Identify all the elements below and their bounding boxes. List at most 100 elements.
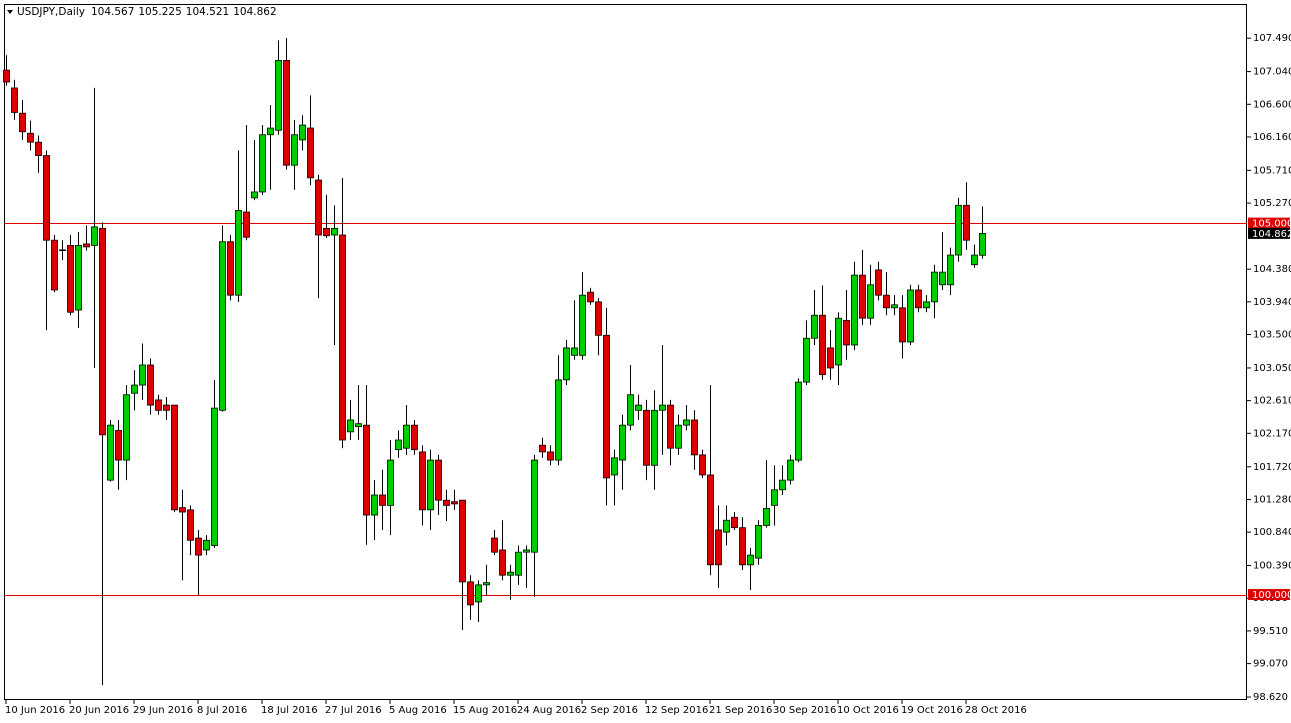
candle-body (147, 364, 154, 406)
candle-body (587, 291, 594, 303)
candle-body (91, 226, 98, 246)
candle-body (675, 424, 682, 449)
candle-body (99, 227, 106, 436)
candle-body (867, 284, 874, 319)
candle-body (235, 210, 242, 296)
candle-body (75, 245, 82, 311)
candle-body (395, 439, 402, 451)
candle-body (899, 307, 906, 343)
candle-body (523, 549, 530, 553)
y-tick-label: 103.500 (1253, 330, 1291, 341)
y-tick-label: 98.620 (1253, 692, 1288, 703)
header-high: 105.225 (138, 6, 181, 18)
candle-body (691, 419, 698, 456)
candle-body (971, 254, 978, 266)
candle-body (947, 254, 954, 286)
candle-body (491, 537, 498, 553)
y-tick-label: 105.710 (1253, 165, 1291, 176)
menu-triangle[interactable] (7, 10, 13, 14)
candle-body (715, 529, 722, 566)
candle-body (259, 134, 266, 193)
y-tick-label: 107.040 (1253, 67, 1291, 78)
candle-body (835, 317, 842, 366)
hline-label-box (1248, 217, 1290, 229)
candle-body (419, 451, 426, 511)
candle-body (51, 239, 58, 291)
candle-body (203, 539, 210, 551)
candle-body (459, 499, 466, 583)
candle-body (803, 337, 810, 383)
candle-body (283, 60, 290, 166)
candle-body (323, 227, 330, 237)
candle-body (547, 451, 554, 461)
x-tick-label: 15 Aug 2016 (453, 705, 517, 716)
candle-body (27, 132, 34, 143)
candle-body (659, 404, 666, 411)
candle-body (859, 274, 866, 319)
candle-body (915, 289, 922, 309)
x-tick-label: 27 Jul 2016 (325, 705, 382, 716)
candle-body (267, 127, 274, 136)
candle-body (771, 489, 778, 506)
candle-body (219, 241, 226, 411)
x-tick-label: 5 Aug 2016 (389, 705, 447, 716)
candle-body (787, 459, 794, 481)
candle-body (315, 179, 322, 236)
x-tick-label: 18 Jul 2016 (261, 705, 318, 716)
plot-frame (4, 4, 1247, 700)
hline-label: 105.000 (1252, 219, 1291, 230)
y-tick-label: 103.940 (1253, 297, 1291, 308)
candle-body (827, 347, 834, 369)
candle-body (291, 134, 298, 166)
candle-body (171, 404, 178, 511)
candle-body (355, 423, 362, 428)
x-tick-label: 8 Jul 2016 (197, 705, 247, 716)
candle-body (139, 364, 146, 386)
candle-body (779, 479, 786, 491)
candle-body (603, 334, 610, 479)
x-tick-label: 10 Jun 2016 (5, 705, 65, 716)
candle-body (843, 320, 850, 346)
candle-body (955, 204, 962, 256)
candle-body (627, 394, 634, 426)
y-tick-label: 101.720 (1253, 462, 1291, 473)
y-tick-label: 102.610 (1253, 396, 1291, 407)
candle-body (19, 112, 26, 133)
candle-body (115, 429, 122, 461)
candle-body (107, 424, 114, 481)
y-tick-label: 100.390 (1253, 561, 1291, 572)
candle-body (195, 537, 202, 556)
x-tick-label: 19 Oct 2016 (901, 705, 963, 716)
candle-body (155, 399, 162, 411)
candle-body (571, 347, 578, 356)
y-tick-label: 99.510 (1253, 626, 1288, 637)
candle-body (883, 294, 890, 309)
candle-body (43, 155, 50, 241)
candle-body (939, 271, 946, 286)
candle-body (499, 549, 506, 576)
candle-body (795, 381, 802, 461)
x-tick-label: 28 Oct 2016 (965, 705, 1027, 716)
candle-body (819, 314, 826, 376)
candle-body (747, 554, 754, 566)
candle-body (251, 191, 258, 199)
candle-body (731, 516, 738, 529)
candle-body (907, 289, 914, 343)
candle-body (59, 249, 66, 252)
candle-body (475, 584, 482, 603)
header-low: 104.521 (186, 6, 229, 18)
candle-body (483, 582, 490, 586)
candle-body (451, 501, 458, 505)
candle-body (35, 141, 42, 156)
x-tick-label: 10 Oct 2016 (837, 705, 899, 716)
candle-body (411, 424, 418, 451)
candle-body (379, 494, 386, 506)
header-close: 104.862 (233, 6, 276, 18)
x-tick-label: 24 Aug 2016 (517, 705, 581, 716)
candle-body (963, 204, 970, 241)
candle-body (723, 519, 730, 533)
x-tick-label: 20 Jun 2016 (69, 705, 129, 716)
candle-body (363, 424, 370, 516)
